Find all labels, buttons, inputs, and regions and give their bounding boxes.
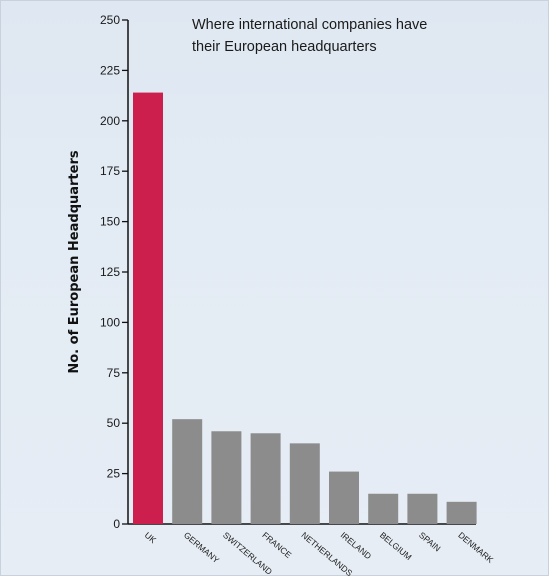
x-tick-label: UK xyxy=(143,530,159,545)
bar-uk xyxy=(133,92,163,525)
y-tick-label: 250 xyxy=(100,13,120,27)
bars xyxy=(133,92,477,525)
bar-ireland xyxy=(329,471,359,524)
x-tick-label: GERMANY xyxy=(182,530,222,565)
x-tick-label: SPAIN xyxy=(417,530,442,554)
y-tick-label: 100 xyxy=(100,315,120,329)
chart-title-line-2: their European headquarters xyxy=(192,39,377,55)
bar-netherlands xyxy=(289,443,320,524)
y-axis-title: No. of European Headquarters xyxy=(67,150,82,374)
bar-spain xyxy=(407,493,438,524)
y-tick-label: 0 xyxy=(113,517,120,531)
y-tick-label: 175 xyxy=(100,164,120,178)
bar-france xyxy=(250,433,281,524)
y-tick-label: 125 xyxy=(100,265,120,279)
y-tick-label: 75 xyxy=(107,366,121,380)
bar-belgium xyxy=(368,493,399,524)
x-tick-label: IRELAND xyxy=(339,530,374,561)
y-tick-label: 225 xyxy=(100,63,120,77)
bar-denmark xyxy=(446,501,477,524)
y-tick-label: 50 xyxy=(107,416,121,430)
y-tick-label: 150 xyxy=(100,215,120,229)
y-tick-label: 200 xyxy=(100,114,120,128)
bar-germany xyxy=(172,419,203,524)
x-tick-label: FRANCE xyxy=(260,530,293,560)
x-tick-label: DENMARK xyxy=(456,530,495,565)
y-tick-label: 25 xyxy=(107,467,121,481)
x-tick-label: BELGIUM xyxy=(378,530,414,562)
chart-title-line-1: Where international companies have xyxy=(192,17,427,33)
bar-switzerland xyxy=(211,431,242,524)
